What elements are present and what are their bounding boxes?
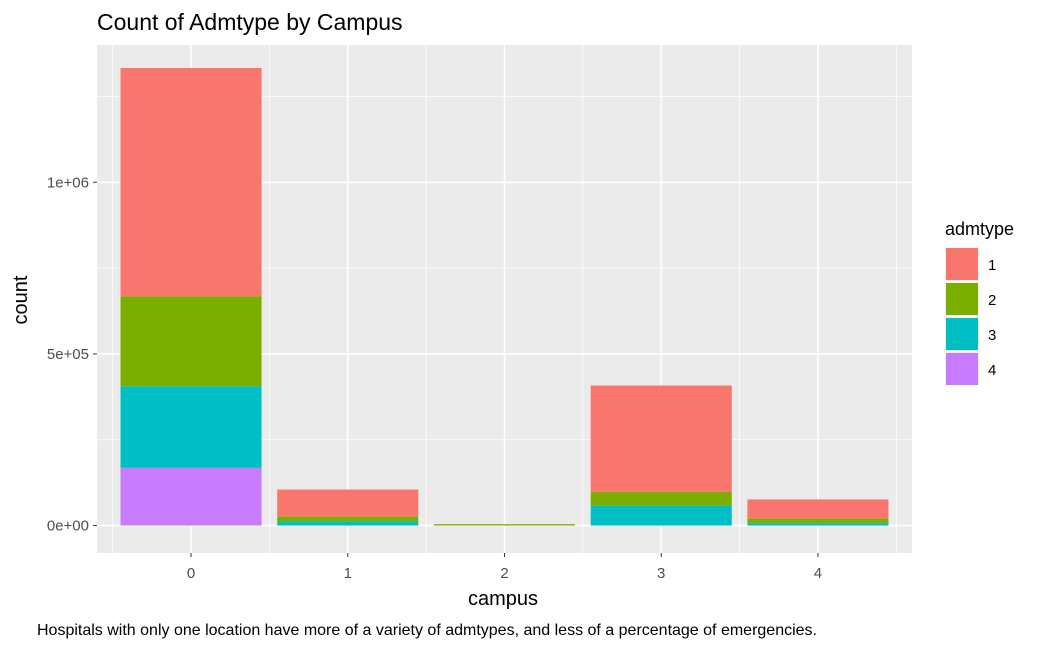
legend-label-1: 1 xyxy=(988,257,996,274)
chart-title: Count of Admtype by Campus xyxy=(97,9,403,35)
bar-campus-1-admtype-3 xyxy=(277,521,419,526)
y-tick-label: 1e+06 xyxy=(47,174,89,191)
x-tick-label: 0 xyxy=(187,565,195,582)
y-tick-label: 0e+00 xyxy=(47,518,89,535)
legend-label-3: 3 xyxy=(988,327,996,344)
bar-campus-4-admtype-3 xyxy=(747,523,889,526)
legend: admtype 1 2 3 4 xyxy=(945,219,1014,386)
bar-campus-1-admtype-2 xyxy=(277,516,419,522)
bars xyxy=(120,67,889,526)
bar-campus-3-admtype-3 xyxy=(590,505,732,526)
y-tick-label: 5e+05 xyxy=(47,346,89,363)
x-tick-label: 2 xyxy=(500,565,508,582)
legend-label-2: 2 xyxy=(988,292,996,309)
x-tick-label: 3 xyxy=(657,565,665,582)
legend-swatch-1 xyxy=(946,248,978,280)
bar-campus-2-admtype-2 xyxy=(433,524,576,526)
x-tick-label: 1 xyxy=(344,565,352,582)
x-tick-label: 4 xyxy=(814,565,822,582)
y-axis-title: count xyxy=(10,275,32,324)
legend-swatch-2 xyxy=(946,283,978,315)
legend-swatch-3 xyxy=(946,318,978,350)
bar-campus-0-admtype-2 xyxy=(120,296,262,387)
bar-campus-3-admtype-1 xyxy=(590,385,732,492)
bar-campus-3-admtype-2 xyxy=(590,491,732,506)
chart-caption: Hospitals with only one location have mo… xyxy=(37,622,817,639)
legend-label-4: 4 xyxy=(988,362,996,379)
bar-campus-4-admtype-1 xyxy=(747,499,889,519)
bar-campus-0-admtype-4 xyxy=(120,467,262,526)
bar-campus-1-admtype-1 xyxy=(277,489,419,517)
bar-campus-4-admtype-2 xyxy=(747,518,889,524)
x-axis-title: campus xyxy=(468,588,538,610)
y-axis-ticks: 0e+00 5e+05 1e+06 xyxy=(47,174,97,535)
bar-campus-0-admtype-3 xyxy=(120,386,262,468)
bar-campus-0-admtype-1 xyxy=(120,67,262,297)
x-axis-ticks: 0 1 2 3 4 xyxy=(187,553,822,582)
legend-swatch-4 xyxy=(946,353,978,385)
legend-title: admtype xyxy=(945,219,1014,239)
